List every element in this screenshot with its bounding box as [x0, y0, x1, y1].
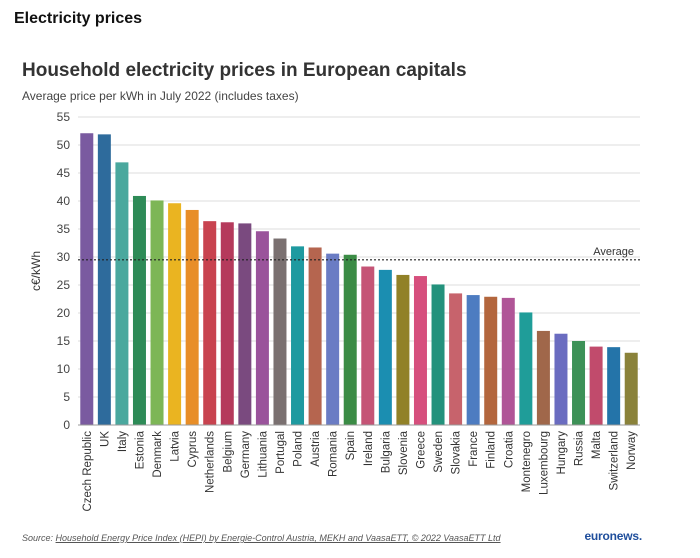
bar-chart: Average 0 5 10 15 20 25 30 35 40 45 50 55 c€/kWh Czec…: [29, 110, 640, 512]
bar-germany: [238, 223, 252, 425]
y-tick-label: 10: [57, 362, 71, 376]
x-tick-label: Spain: [345, 431, 357, 460]
y-tick-label: 45: [57, 166, 71, 180]
x-tick-label: Slovenia: [398, 430, 410, 475]
x-tick-label: Hungary: [556, 431, 568, 475]
source-note: Source: Household Energy Price Index (HE…: [22, 533, 501, 543]
bar-portugal: [273, 238, 287, 425]
y-axis-label: c€/kWh: [29, 251, 43, 291]
bar-estonia: [132, 195, 146, 425]
x-tick-label: Norway: [626, 431, 638, 470]
bar-austria: [308, 247, 322, 425]
x-tick-label: Ireland: [363, 431, 375, 466]
bar-czech-republic: [80, 133, 94, 426]
axes: 0 5 10 15 20 25 30 35 40 45 50 55 c€/kWh Czech Republ…: [29, 110, 640, 512]
bar-poland: [291, 246, 305, 425]
y-tick-label: 25: [57, 278, 71, 292]
x-tick-label: Austria: [310, 430, 322, 466]
bar-italy: [115, 162, 129, 426]
x-tick-label: Montenegro: [521, 431, 533, 492]
y-tick-label: 40: [57, 194, 71, 208]
x-tick-label: Czech Republic: [82, 431, 94, 512]
bar-norway: [624, 352, 638, 425]
x-tick-label: Greece: [415, 431, 427, 469]
bar-hungary: [554, 333, 568, 425]
y-tick-label: 35: [57, 222, 71, 236]
bar-cyprus: [185, 209, 199, 425]
bars: [80, 133, 638, 426]
x-tick-label: Croatia: [503, 430, 515, 468]
bar-switzerland: [607, 347, 621, 425]
bar-bulgaria: [378, 269, 392, 425]
euronews-logo: euronews.: [584, 529, 642, 543]
x-tick-label: Finland: [486, 431, 498, 469]
bar-ireland: [361, 266, 375, 425]
bar-uk: [97, 134, 111, 426]
bar-greece: [413, 276, 427, 425]
x-tick-label: Portugal: [275, 431, 287, 474]
bar-romania: [326, 253, 340, 425]
bar-latvia: [168, 203, 182, 425]
bar-netherlands: [203, 221, 217, 425]
x-tick-label: Italy: [117, 431, 129, 452]
average-label: Average: [593, 246, 634, 258]
bar-montenegro: [519, 312, 533, 425]
bar-slovakia: [449, 293, 463, 425]
chart-title: Household electricity prices in European…: [22, 60, 467, 81]
y-tick-label: 15: [57, 334, 71, 348]
y-tick-label: 5: [63, 390, 70, 404]
x-tick-label: Belgium: [222, 431, 234, 473]
x-tick-label: Lithuania: [257, 430, 269, 477]
bar-sweden: [431, 284, 445, 425]
x-tick-label: Romania: [328, 430, 340, 477]
x-tick-label: Estonia: [134, 430, 146, 469]
bar-croatia: [501, 297, 515, 425]
x-tick-label: Sweden: [433, 431, 445, 473]
x-tick-label: Latvia: [170, 430, 182, 461]
x-tick-label: Poland: [293, 431, 305, 467]
x-tick-label: Cyprus: [187, 431, 199, 468]
x-tick-label: Switzerland: [609, 431, 621, 490]
chart-subtitle: Average price per kWh in July 2022 (incl…: [22, 89, 299, 103]
bar-malta: [589, 346, 603, 425]
x-tick-label: Malta: [591, 430, 603, 459]
bar-luxembourg: [536, 330, 550, 425]
y-tick-label: 50: [57, 138, 71, 152]
bar-belgium: [220, 222, 234, 425]
x-tick-label: Luxembourg: [538, 431, 550, 495]
average-line-group: Average: [78, 246, 640, 261]
bar-slovenia: [396, 274, 410, 425]
x-tick-label: Slovakia: [451, 430, 463, 474]
bar-finland: [484, 296, 498, 425]
page-heading: Electricity prices: [14, 10, 143, 27]
x-tick-label: France: [468, 431, 480, 467]
bar-france: [466, 295, 480, 425]
x-tick-label: Germany: [240, 431, 252, 479]
x-tick-label: Netherlands: [205, 431, 217, 493]
bar-spain: [343, 254, 357, 425]
bar-russia: [572, 341, 586, 425]
bar-lithuania: [255, 231, 269, 425]
bar-denmark: [150, 200, 164, 425]
x-tick-label: UK: [99, 431, 111, 447]
y-tick-label: 55: [57, 110, 71, 124]
x-tick-label: Denmark: [152, 431, 164, 478]
x-tick-label: Russia: [574, 430, 586, 466]
y-tick-label: 0: [63, 418, 70, 432]
y-tick-label: 20: [57, 306, 71, 320]
x-tick-label: Bulgaria: [380, 430, 392, 473]
source-link[interactable]: Household Energy Price Index (HEPI) by E…: [55, 533, 501, 543]
y-tick-label: 30: [57, 250, 71, 264]
source-prefix: Source:: [22, 533, 56, 543]
